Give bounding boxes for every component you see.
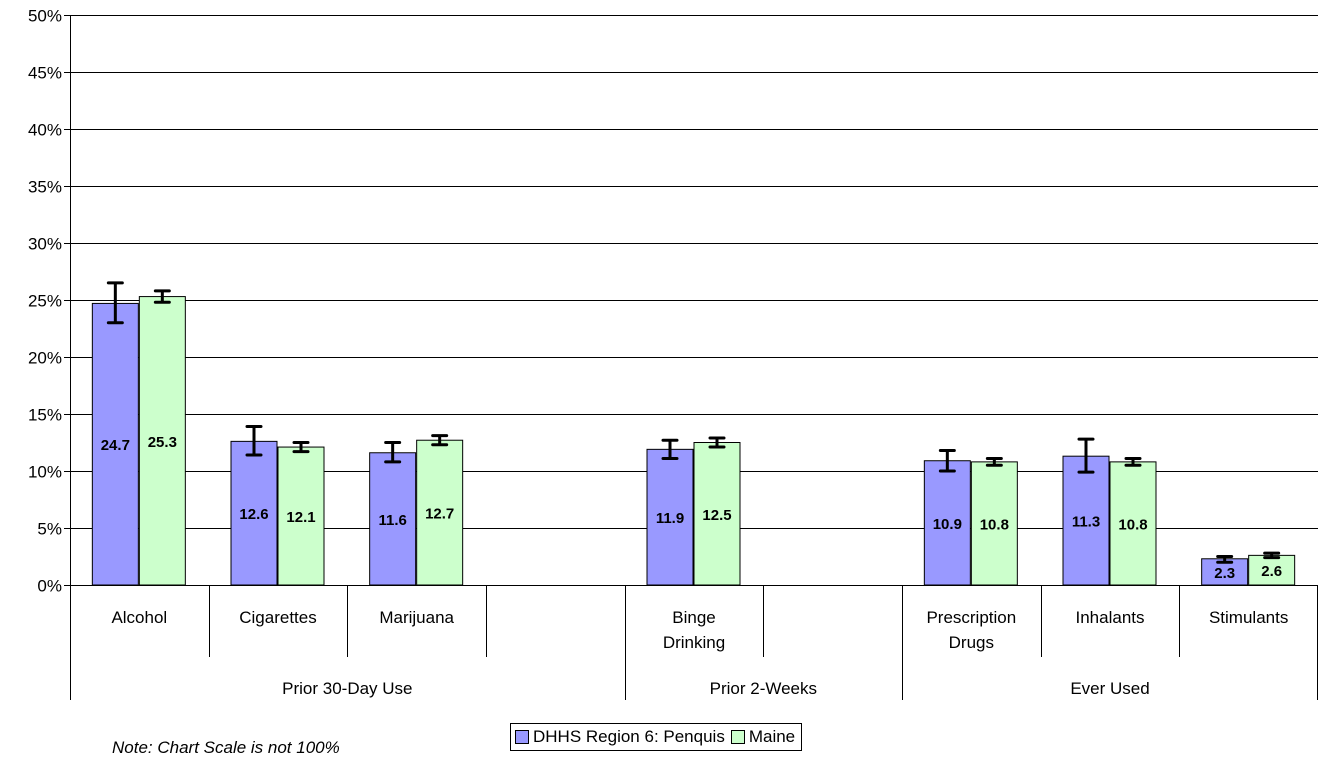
data-label: 25.3 <box>148 434 177 451</box>
y-tick-label: 50% <box>28 7 62 26</box>
x-tick-label: Prescription <box>926 608 1016 627</box>
x-tick-label: Binge <box>672 608 715 627</box>
bar <box>138 296 186 586</box>
data-label: 12.1 <box>286 509 315 526</box>
x-tick-label: Alcohol <box>111 608 167 627</box>
bar <box>923 460 971 586</box>
data-label: 10.8 <box>980 516 1009 533</box>
error-bars <box>106 281 1281 564</box>
data-label: 12.5 <box>702 507 731 524</box>
y-tick-label: 0% <box>37 577 62 596</box>
y-tick-label: 5% <box>37 520 62 539</box>
x-tick-label: Inhalants <box>1076 608 1145 627</box>
y-tick-label: 45% <box>28 64 62 83</box>
x-axis-groups: Prior 30-Day Use Prior 2-Weeks Ever Used <box>282 679 1150 698</box>
y-tick-label: 10% <box>28 463 62 482</box>
x-tick-label: Drugs <box>949 633 994 652</box>
bars <box>91 296 1296 586</box>
data-label: 12.7 <box>425 506 454 523</box>
data-label: 11.9 <box>656 510 684 527</box>
bar <box>91 302 139 586</box>
x-group-label: Prior 2-Weeks <box>710 679 817 698</box>
data-label: 12.6 <box>239 506 268 523</box>
y-tick-label: 30% <box>28 235 62 254</box>
data-label: 24.7 <box>101 437 130 454</box>
x-tick-label: Drinking <box>663 633 725 652</box>
x-tick-label: Stimulants <box>1209 608 1288 627</box>
data-label: 11.6 <box>378 512 406 529</box>
y-tick-label: 20% <box>28 349 62 368</box>
data-labels: 24.7 12.6 11.6 11.9 10.9 11.3 2.3 25.3 12.1 12.7 1… <box>101 434 1282 582</box>
x-group-label: Ever Used <box>1070 679 1149 698</box>
data-label: 2.3 <box>1214 565 1235 582</box>
legend: DHHS Region 6: Penquis Maine <box>510 723 803 751</box>
y-tick-label: 40% <box>28 121 62 140</box>
legend-item-penquis: DHHS Region 6: Penquis <box>515 727 725 747</box>
data-label: 10.8 <box>1118 516 1147 533</box>
legend-swatch-maine <box>730 730 745 744</box>
y-tick-label: 35% <box>28 178 62 197</box>
bar <box>1248 554 1296 586</box>
chart-note: Note: Chart Scale is not 100% <box>112 738 340 757</box>
y-axis-ticks: 0% 5% 10% 15% 20% 25% 30% 35% 40% 45% 50% <box>28 7 70 596</box>
axes <box>70 15 1318 700</box>
x-axis-categories: Alcohol Cigarettes Marijuana Binge Drinking P… <box>111 608 1288 652</box>
bar <box>230 440 278 586</box>
data-label: 10.9 <box>933 516 962 533</box>
x-tick-label: Cigarettes <box>239 608 316 627</box>
x-tick-label: Marijuana <box>379 608 454 627</box>
y-tick-label: 25% <box>28 292 62 311</box>
legend-swatch-penquis <box>515 730 529 744</box>
data-label: 2.6 <box>1261 563 1282 580</box>
legend-item-maine: Maine <box>730 727 796 747</box>
y-tick-label: 15% <box>28 406 62 425</box>
bar <box>277 446 325 586</box>
x-group-label: Prior 30-Day Use <box>282 679 412 698</box>
data-label: 11.3 <box>1072 514 1100 531</box>
legend-label-maine: Maine <box>748 727 796 746</box>
legend-label-penquis: DHHS Region 6: Penquis <box>533 727 725 746</box>
